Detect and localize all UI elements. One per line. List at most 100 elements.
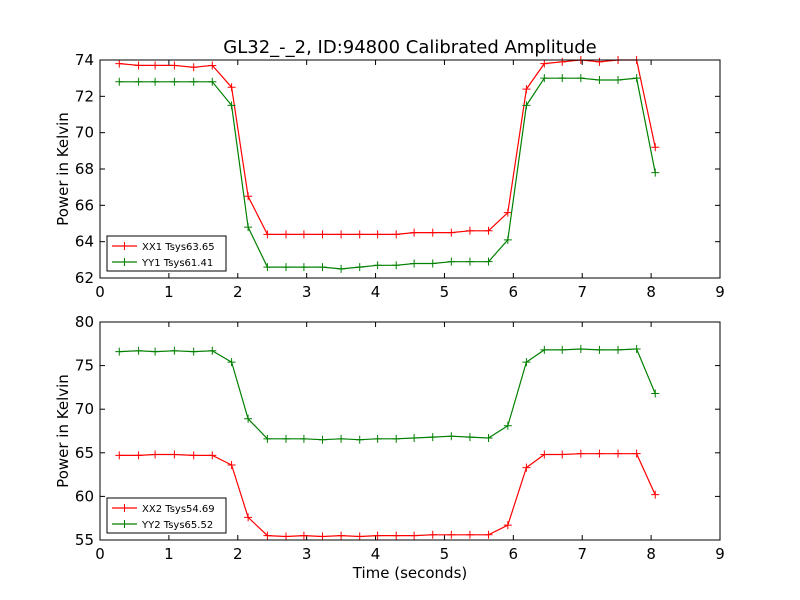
x-axis-label: Time (seconds) xyxy=(352,564,468,582)
data-point xyxy=(503,421,512,430)
data-point xyxy=(170,61,179,70)
data-point xyxy=(373,531,382,540)
data-point xyxy=(503,208,512,217)
legend-marker xyxy=(120,504,129,512)
legend-marker xyxy=(120,258,129,266)
top-plot: 0 1 2 3 4 5 6 7 8 9 62 64 66 68 70 72 74 Power in Kelvin X… xyxy=(54,51,725,301)
data-point xyxy=(503,521,512,530)
legend-label: YY2 Tsys65.52 xyxy=(141,520,213,531)
data-point xyxy=(170,450,179,459)
legend-label: XX2 Tsys54.69 xyxy=(142,504,215,515)
data-point xyxy=(134,77,143,86)
data-point xyxy=(540,59,549,68)
data-point xyxy=(355,532,364,541)
data-point xyxy=(410,228,419,237)
data-point xyxy=(558,450,567,459)
data-point xyxy=(282,434,290,443)
data-point xyxy=(651,143,660,152)
x-tick-label: 1 xyxy=(164,545,174,563)
data-point xyxy=(465,530,474,539)
chart-title: GL32_-_2, ID:94800 Calibrated Amplitude xyxy=(223,37,596,58)
x-tick-label: 6 xyxy=(509,545,519,563)
x-tick-label: 5 xyxy=(440,283,450,301)
data-point xyxy=(392,230,401,239)
legend: XX1 Tsys63.65 YY1 Tsys61.41 xyxy=(106,235,227,272)
data-point xyxy=(595,57,604,66)
data-point xyxy=(465,226,474,235)
data-point xyxy=(447,257,456,266)
x-tick-label: 1 xyxy=(164,283,174,301)
data-point xyxy=(540,345,549,354)
y-tick-label: 62 xyxy=(75,269,94,287)
data-point xyxy=(318,263,327,272)
data-point xyxy=(189,451,198,460)
y-axis-label: Power in Kelvin xyxy=(54,374,72,488)
data-point xyxy=(189,63,198,72)
x-tick-label: 3 xyxy=(302,283,312,301)
data-point xyxy=(208,61,217,70)
x-tick-label: 0 xyxy=(95,545,105,563)
data-point xyxy=(522,463,531,472)
data-point xyxy=(447,228,456,237)
x-tick-label: 0 xyxy=(95,283,105,301)
data-point xyxy=(522,101,531,110)
data-point xyxy=(299,263,308,272)
data-point xyxy=(428,433,437,442)
data-point xyxy=(632,74,641,83)
data-point xyxy=(134,451,143,460)
series-line-1 xyxy=(119,348,656,441)
data-point xyxy=(318,435,327,444)
data-point xyxy=(540,450,549,459)
data-point xyxy=(428,530,437,539)
legend-box xyxy=(106,235,227,272)
data-point xyxy=(299,434,308,443)
data-point xyxy=(189,77,198,86)
data-point xyxy=(134,61,143,70)
y-tick-label: 74 xyxy=(75,51,94,69)
data-point xyxy=(447,530,456,539)
data-point xyxy=(115,77,124,86)
data-point xyxy=(355,435,364,444)
data-point xyxy=(428,228,437,237)
data-point xyxy=(410,259,419,268)
data-point xyxy=(151,61,160,70)
data-point xyxy=(614,75,623,84)
data-point xyxy=(263,230,272,239)
data-point xyxy=(227,461,236,470)
data-point xyxy=(410,531,419,540)
data-point xyxy=(392,261,401,270)
data-point xyxy=(244,192,253,201)
data-point xyxy=(244,513,253,522)
x-tick-label: 8 xyxy=(646,545,656,563)
y-tick-label: 68 xyxy=(75,160,94,178)
data-point xyxy=(244,223,253,232)
legend-marker xyxy=(120,520,129,528)
data-point xyxy=(244,414,253,423)
data-point xyxy=(522,85,531,94)
data-point xyxy=(484,530,493,539)
x-tick-label: 9 xyxy=(715,545,725,563)
data-point xyxy=(373,434,382,443)
data-point xyxy=(282,532,290,541)
data-point xyxy=(484,226,493,235)
data-point xyxy=(263,434,272,443)
x-tick-label: 4 xyxy=(371,545,381,563)
y-tick-label: 70 xyxy=(75,400,94,418)
data-point xyxy=(595,345,604,354)
data-point xyxy=(392,434,401,443)
legend-box xyxy=(106,497,227,534)
data-point xyxy=(282,263,290,272)
y-tick-label: 72 xyxy=(75,87,94,105)
y-tick-label: 64 xyxy=(75,233,94,251)
data-point xyxy=(595,75,604,84)
y-tick-label: 65 xyxy=(75,444,94,462)
data-point xyxy=(632,449,641,458)
data-point xyxy=(558,345,567,354)
data-point xyxy=(651,168,660,177)
y-tick-label: 75 xyxy=(75,357,94,375)
data-point xyxy=(614,345,623,354)
data-point xyxy=(299,531,308,540)
data-point xyxy=(227,358,236,367)
data-point xyxy=(484,257,493,266)
